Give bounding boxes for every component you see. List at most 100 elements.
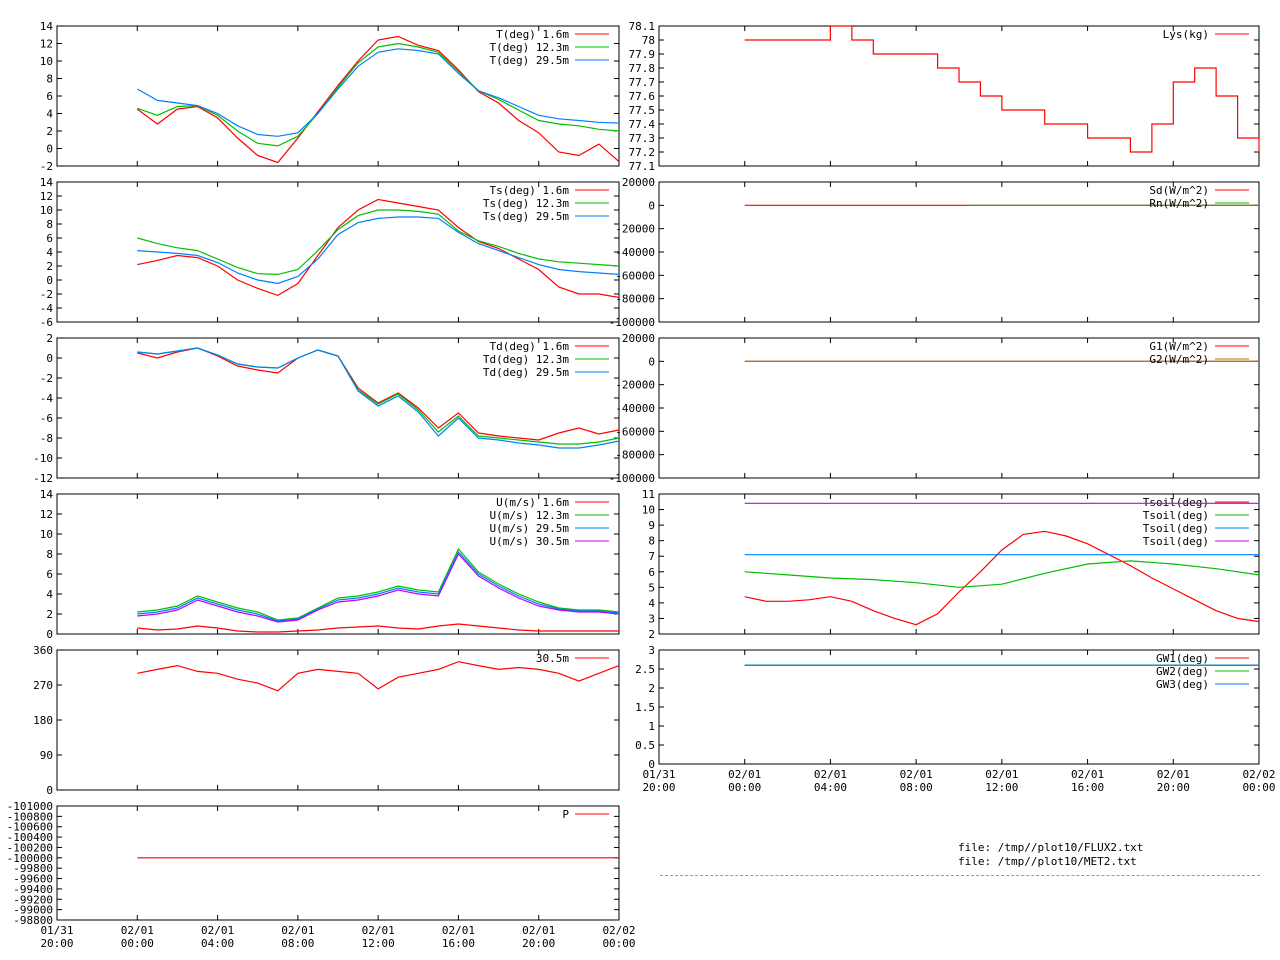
- y-tick-label: -99600: [13, 873, 53, 886]
- y-tick-label: 14: [40, 20, 54, 33]
- y-tick-label: 78: [642, 34, 655, 47]
- series-line-Tsoil-0: [744, 530, 1260, 626]
- legend-label: Rn(W/m^2): [1149, 197, 1209, 210]
- y-tick-label: 0: [648, 355, 655, 368]
- x-tick-date: 02/01: [1157, 768, 1190, 781]
- y-tick-label: 8: [46, 548, 53, 561]
- y-tick-label: -100200: [7, 841, 53, 854]
- x-tick-time: 00:00: [121, 937, 154, 950]
- x-tick-date: 02/01: [442, 924, 475, 937]
- y-tick-label: 4: [46, 588, 53, 601]
- y-tick-label: -100000: [7, 852, 53, 865]
- y-tick-label: 10: [40, 528, 53, 541]
- y-tick-label: 6: [46, 90, 53, 103]
- series-line-Td-0: [137, 347, 620, 441]
- y-tick-label: 0: [648, 199, 655, 212]
- series-line-U-0: [137, 623, 619, 633]
- y-tick-label: -100000: [609, 472, 655, 485]
- y-tick-label: 4: [46, 108, 53, 121]
- y-tick-label: 20000: [622, 332, 655, 345]
- legend-label: U(m/s) 1.6m: [496, 496, 569, 509]
- chart-panel-Lys: 77.177.277.377.477.577.677.777.877.97878…: [629, 20, 1260, 173]
- y-tick-label: 0: [46, 628, 53, 641]
- y-tick-label: -100000: [609, 316, 655, 329]
- x-tick-date: 02/01: [522, 924, 555, 937]
- series-line-Ts-2: [137, 216, 620, 285]
- y-tick-label: 6: [46, 568, 53, 581]
- x-tick-time: 20:00: [1157, 781, 1190, 794]
- y-tick-label: -80000: [615, 449, 655, 462]
- chart-panel-Rad: -100000 -80000 -60000 -40000 -20000 0 20000 Sd(…: [609, 176, 1260, 329]
- y-tick-label: 2: [46, 125, 53, 138]
- y-tick-label: -20000: [615, 223, 655, 236]
- y-tick-label: 14: [40, 488, 54, 501]
- y-tick-label: -101000: [7, 800, 53, 813]
- plot-frame: [658, 25, 1260, 167]
- series-line-Td-2: [137, 347, 620, 449]
- y-tick-label: 10: [40, 55, 53, 68]
- y-tick-label: 2: [648, 628, 655, 641]
- series-line-T-1: [137, 42, 620, 147]
- y-tick-label: 77.9: [629, 48, 656, 61]
- legend-label: Lys(kg): [1163, 28, 1209, 41]
- y-tick-label: -98800: [13, 914, 53, 927]
- x-tick-date: 02/01: [985, 768, 1018, 781]
- legend-label: T(deg) 1.6m: [496, 28, 569, 41]
- y-tick-label: 6: [648, 566, 655, 579]
- chart-panel-T: -2 0 2 4 6 8 10 12 14 T(deg) 1.6mT(deg) 12.3mT(de…: [40, 20, 620, 173]
- y-tick-label: 77.7: [629, 76, 656, 89]
- legend-label: G1(W/m^2): [1149, 340, 1209, 353]
- series-line-Dir-0: [137, 661, 620, 692]
- x-tick-date: 02/01: [814, 768, 847, 781]
- y-tick-label: -20000: [615, 379, 655, 392]
- plot-frame: [658, 493, 1260, 635]
- y-tick-label: 1: [648, 720, 655, 733]
- y-tick-label: 2: [46, 332, 53, 345]
- legend-label: Td(deg) 12.3m: [483, 353, 569, 366]
- y-tick-label: -99000: [13, 904, 53, 917]
- x-tick-time: 20:00: [40, 937, 73, 950]
- x-tick-date: 02/01: [1071, 768, 1104, 781]
- y-tick-label: 77.2: [629, 146, 656, 159]
- x-tick-date: 02/02: [602, 924, 635, 937]
- footer-divider: [660, 875, 1260, 876]
- series-line-U-1: [137, 547, 620, 621]
- y-tick-label: -80000: [615, 293, 655, 306]
- y-tick-label: 77.1: [629, 160, 656, 173]
- series-line-T-2: [137, 48, 620, 137]
- legend-label: GW3(deg): [1156, 678, 1209, 691]
- footer-file-flux: file: /tmp//plot10/FLUX2.txt: [958, 841, 1144, 854]
- y-tick-label: 77.5: [629, 104, 656, 117]
- legend-label: P: [562, 808, 569, 821]
- y-tick-label: 3: [648, 644, 655, 657]
- y-tick-label: 1.5: [635, 701, 655, 714]
- chart-panel-GW: 00.511.522.5301/3120:0002/0100:0002/0104…: [635, 644, 1275, 794]
- chart-panel-P: -101000-100800-100600-100400-100200-1000…: [7, 800, 636, 950]
- chart-panel-G: -100000 -80000 -60000 -40000 -20000 0 20000 G1(…: [609, 332, 1260, 485]
- y-tick-label: -99800: [13, 862, 53, 875]
- y-tick-label: -6: [40, 316, 53, 329]
- y-tick-label: 20000: [622, 176, 655, 189]
- legend-label: Sd(W/m^2): [1149, 184, 1209, 197]
- series-line-U-2: [137, 550, 620, 622]
- y-tick-label: 90: [40, 749, 53, 762]
- y-tick-label: 12: [40, 508, 53, 521]
- y-tick-label: 77.8: [629, 62, 656, 75]
- y-tick-label: -2: [40, 288, 53, 301]
- y-tick-label: -2: [40, 372, 53, 385]
- y-tick-label: 360: [33, 644, 53, 657]
- legend-label: Td(deg) 29.5m: [483, 366, 569, 379]
- y-tick-label: 10: [40, 204, 53, 217]
- x-tick-date: 02/01: [362, 924, 395, 937]
- legend-label: GW2(deg): [1156, 665, 1209, 678]
- y-tick-label: 12: [40, 38, 53, 51]
- y-tick-label: 4: [46, 246, 53, 259]
- y-tick-label: 12: [40, 190, 53, 203]
- plot-frame: [56, 493, 620, 635]
- y-tick-label: -40000: [615, 246, 655, 259]
- x-tick-time: 00:00: [602, 937, 635, 950]
- y-tick-label: -60000: [615, 269, 655, 282]
- y-tick-label: 0: [46, 274, 53, 287]
- x-tick-date: 01/31: [40, 924, 73, 937]
- y-tick-label: -6: [40, 412, 53, 425]
